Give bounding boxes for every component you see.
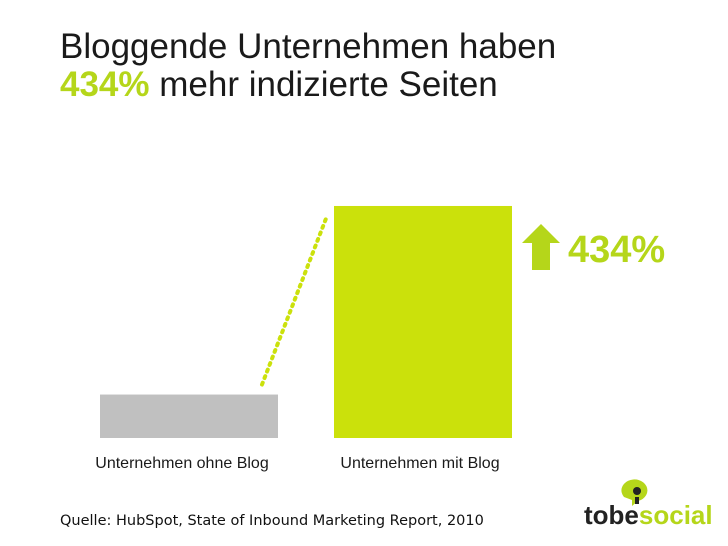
speech-bubble-icon	[621, 479, 648, 506]
chart-title: Bloggende Unternehmen haben 434% mehr in…	[60, 28, 556, 104]
source-note: Quelle: HubSpot, State of Inbound Market…	[60, 513, 484, 529]
title-line-2: mehr indizierte Seiten	[149, 65, 498, 104]
tobesocial-logo: tobesocial	[584, 479, 713, 528]
category-label-mit-blog: Unternehmen mit Blog	[340, 455, 499, 472]
title-accent-percent: 434%	[60, 65, 150, 104]
bar-unternehmen-ohne-blog	[100, 394, 278, 438]
category-label-ohne-blog: Unternehmen ohne Blog	[95, 455, 268, 472]
logo-wordmark: tobesocial	[584, 500, 713, 528]
bar-chart: Unternehmen ohne Blog Unternehmen mit Bl…	[95, 205, 665, 472]
logo-text-tobe: tobe	[584, 500, 639, 528]
up-arrow-icon	[522, 224, 560, 270]
title-line-1: Bloggende Unternehmen haben	[60, 27, 557, 66]
bar-unternehmen-mit-blog	[334, 205, 512, 438]
increase-annotation: 434%	[568, 229, 665, 271]
connector-dotted-line	[260, 213, 329, 387]
logo-text-social: social	[639, 500, 713, 528]
